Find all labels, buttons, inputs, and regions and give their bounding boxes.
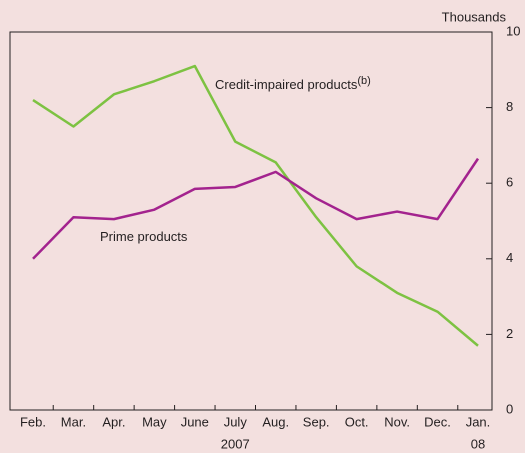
series-footnote: (b) bbox=[357, 75, 370, 87]
y-tick-label: 6 bbox=[506, 175, 513, 190]
x-tick-label: Oct. bbox=[345, 414, 369, 429]
x-tick-label: Feb. bbox=[20, 414, 46, 429]
x-tick-label: July bbox=[224, 414, 248, 429]
y-tick-label: 0 bbox=[506, 401, 513, 416]
y-tick-label: 4 bbox=[506, 250, 513, 265]
y-tick-label: 8 bbox=[506, 99, 513, 114]
series-name: Prime products bbox=[100, 229, 188, 244]
x-tick-label: June bbox=[181, 414, 209, 429]
x-tick-label: Jan. bbox=[466, 414, 491, 429]
y-tick-label: 2 bbox=[506, 326, 513, 341]
series-name: Credit-impaired products bbox=[215, 77, 358, 92]
x-tick-label: Apr. bbox=[102, 414, 125, 429]
x-tick-label: Dec. bbox=[424, 414, 451, 429]
year-label: 2007 bbox=[221, 436, 250, 451]
x-tick-label: May bbox=[142, 414, 167, 429]
x-tick-label: Nov. bbox=[384, 414, 410, 429]
x-tick-label: Aug. bbox=[262, 414, 289, 429]
series-label: Prime products bbox=[100, 229, 188, 244]
series-label: Credit-impaired products(b) bbox=[215, 75, 371, 93]
x-tick-label: Sep. bbox=[303, 414, 330, 429]
y-tick-label: 10 bbox=[506, 23, 520, 38]
x-tick-label: Mar. bbox=[61, 414, 86, 429]
y-unit: Thousands bbox=[442, 9, 507, 24]
year-label: 08 bbox=[471, 436, 485, 451]
series-line bbox=[32, 64, 479, 347]
series-line bbox=[32, 157, 480, 260]
plot-frame bbox=[9, 31, 493, 411]
